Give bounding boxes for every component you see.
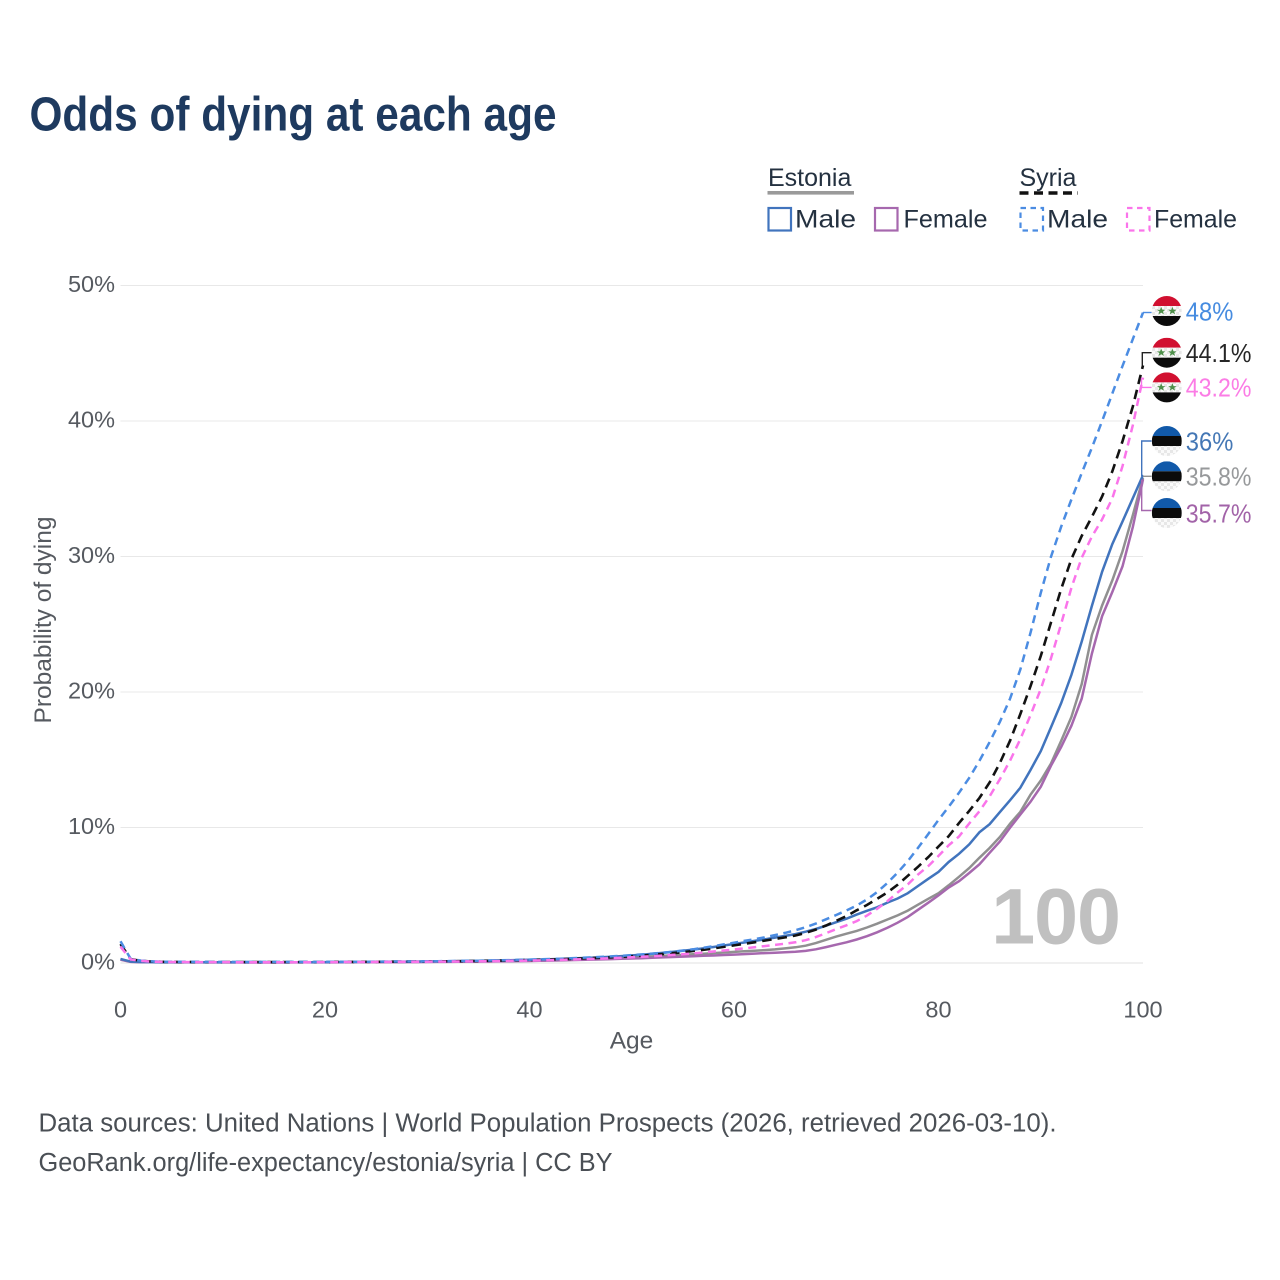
svg-text:Male: Male bbox=[795, 206, 856, 234]
svg-text:60: 60 bbox=[721, 997, 747, 1023]
svg-text:Odds of dying at each age: Odds of dying at each age bbox=[30, 87, 557, 141]
svg-text:GeoRank.org/life-expectancy/es: GeoRank.org/life-expectancy/estonia/syri… bbox=[39, 1149, 613, 1177]
svg-text:43.2%: 43.2% bbox=[1186, 375, 1252, 403]
svg-text:80: 80 bbox=[925, 997, 951, 1023]
svg-text:40: 40 bbox=[516, 997, 542, 1023]
svg-text:48%: 48% bbox=[1186, 298, 1234, 326]
svg-text:0: 0 bbox=[114, 997, 127, 1023]
svg-text:10%: 10% bbox=[68, 813, 115, 839]
svg-text:35.7%: 35.7% bbox=[1186, 500, 1252, 528]
svg-text:Estonia: Estonia bbox=[768, 164, 851, 192]
svg-text:20: 20 bbox=[312, 997, 338, 1023]
svg-text:30%: 30% bbox=[68, 542, 115, 568]
svg-text:Age: Age bbox=[610, 1028, 654, 1055]
svg-text:Female: Female bbox=[904, 206, 988, 234]
svg-text:Male: Male bbox=[1047, 206, 1108, 234]
svg-text:36%: 36% bbox=[1186, 428, 1234, 456]
svg-text:100: 100 bbox=[991, 872, 1120, 961]
svg-text:44.1%: 44.1% bbox=[1186, 340, 1252, 368]
svg-text:Syria: Syria bbox=[1020, 164, 1077, 192]
svg-text:100: 100 bbox=[1123, 997, 1162, 1023]
svg-text:Probability of dying: Probability of dying bbox=[30, 516, 57, 723]
svg-text:20%: 20% bbox=[68, 678, 115, 704]
svg-text:40%: 40% bbox=[68, 407, 115, 433]
svg-text:35.8%: 35.8% bbox=[1186, 464, 1252, 492]
svg-text:50%: 50% bbox=[68, 271, 115, 297]
svg-text:Data sources: United Nations |: Data sources: United Nations | World Pop… bbox=[39, 1110, 1057, 1138]
svg-text:0%: 0% bbox=[81, 949, 115, 975]
svg-text:Female: Female bbox=[1154, 206, 1237, 234]
